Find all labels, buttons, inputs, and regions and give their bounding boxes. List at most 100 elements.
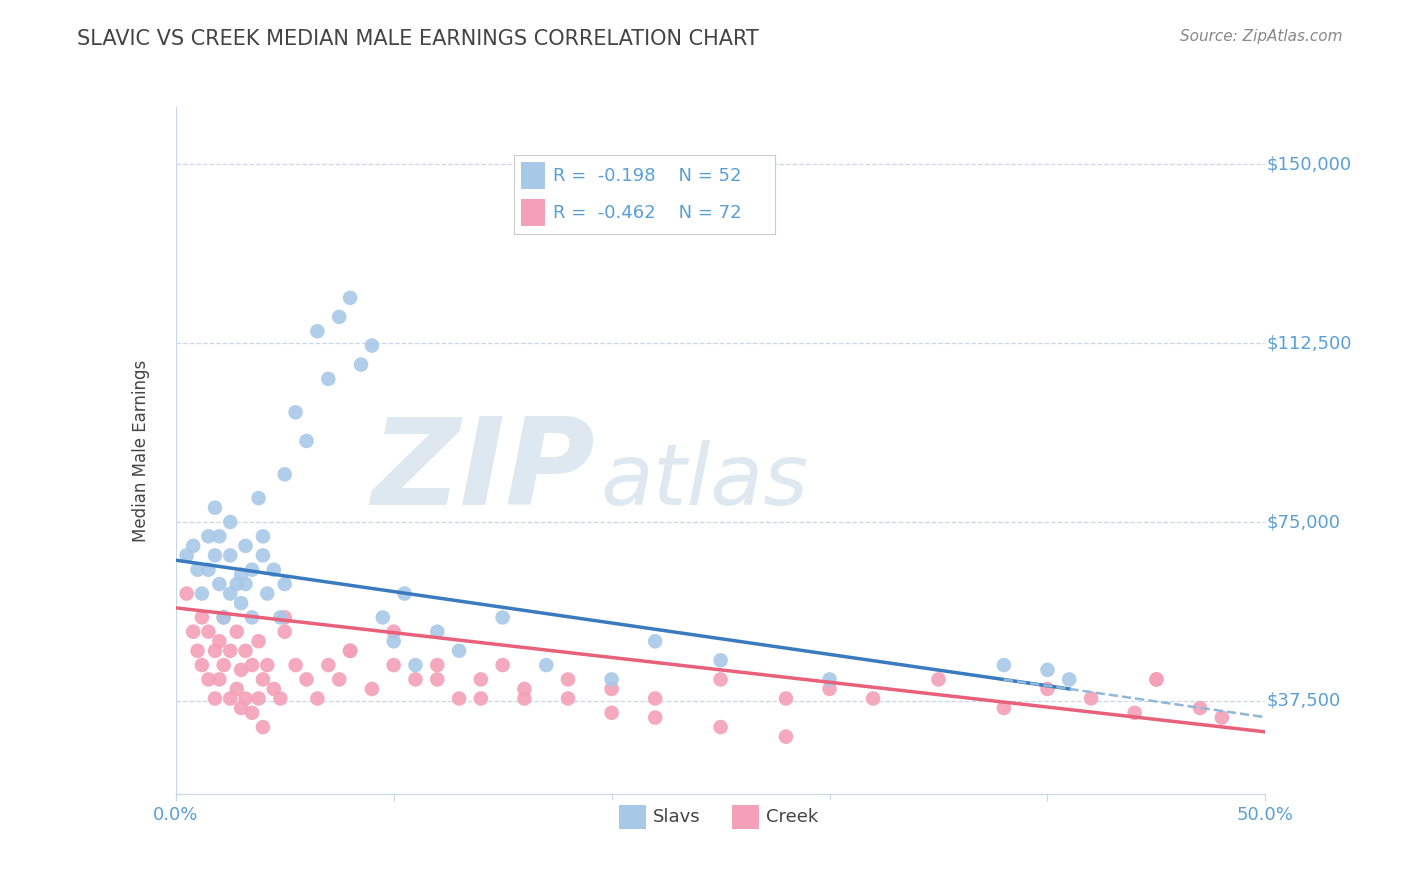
Point <box>513 681 536 696</box>
Point <box>534 658 557 673</box>
Text: $112,500: $112,500 <box>1267 334 1353 352</box>
Text: ZIP: ZIP <box>371 413 595 530</box>
Point <box>235 539 257 553</box>
Point <box>274 610 297 624</box>
Point <box>1144 673 1167 687</box>
Point <box>231 567 253 582</box>
Point <box>426 673 449 687</box>
Point <box>557 673 579 687</box>
Point <box>191 610 214 624</box>
Point <box>225 624 247 639</box>
Point <box>307 324 329 338</box>
Text: $75,000: $75,000 <box>1267 513 1340 531</box>
Point <box>208 634 231 648</box>
Point <box>328 310 350 324</box>
Point <box>710 720 733 734</box>
Point <box>274 624 297 639</box>
Point <box>269 610 291 624</box>
Point <box>295 673 318 687</box>
Point <box>240 563 263 577</box>
Point <box>1123 706 1146 720</box>
Text: SLAVIC VS CREEK MEDIAN MALE EARNINGS CORRELATION CHART: SLAVIC VS CREEK MEDIAN MALE EARNINGS COR… <box>77 29 759 49</box>
Point <box>235 691 257 706</box>
Point <box>1211 710 1233 724</box>
Point <box>219 644 242 658</box>
Point <box>307 691 329 706</box>
Point <box>710 673 733 687</box>
Point <box>426 658 449 673</box>
Point <box>252 529 274 543</box>
Point <box>405 658 427 673</box>
Point <box>269 691 291 706</box>
Point <box>1036 681 1059 696</box>
Point <box>350 358 373 372</box>
Point <box>644 634 666 648</box>
Point <box>447 644 470 658</box>
Point <box>240 658 263 673</box>
Point <box>600 673 623 687</box>
Point <box>600 681 623 696</box>
Text: R =  -0.198    N = 52: R = -0.198 N = 52 <box>553 167 741 185</box>
Text: Median Male Earnings: Median Male Earnings <box>132 359 150 541</box>
Point <box>928 673 950 687</box>
Point <box>447 691 470 706</box>
Point <box>263 563 285 577</box>
Point <box>256 658 278 673</box>
Point <box>219 549 242 563</box>
Point <box>235 577 257 591</box>
Point <box>710 653 733 667</box>
Point <box>197 624 219 639</box>
Point <box>371 610 394 624</box>
Point <box>360 338 382 352</box>
Point <box>382 658 405 673</box>
Point <box>225 577 247 591</box>
Point <box>252 549 274 563</box>
FancyBboxPatch shape <box>522 162 546 189</box>
Point <box>208 577 231 591</box>
Point <box>181 624 204 639</box>
Point <box>212 610 235 624</box>
Point <box>197 529 219 543</box>
Point <box>644 710 666 724</box>
Point <box>470 673 492 687</box>
Point <box>295 434 318 448</box>
Point <box>186 644 209 658</box>
Point <box>231 701 253 715</box>
Text: Source: ZipAtlas.com: Source: ZipAtlas.com <box>1180 29 1343 45</box>
Point <box>247 491 270 505</box>
Point <box>1057 673 1080 687</box>
Text: atlas: atlas <box>600 440 808 523</box>
Point <box>318 372 340 386</box>
Point <box>818 681 841 696</box>
Point <box>219 691 242 706</box>
Point <box>247 691 270 706</box>
Point <box>775 691 797 706</box>
Point <box>204 691 226 706</box>
Point <box>318 658 340 673</box>
Point <box>219 586 242 600</box>
Text: $37,500: $37,500 <box>1267 692 1341 710</box>
Point <box>191 658 214 673</box>
Point <box>557 691 579 706</box>
Point <box>204 549 226 563</box>
Text: Slavs: Slavs <box>652 808 700 826</box>
Point <box>513 691 536 706</box>
Point <box>284 658 307 673</box>
Point <box>231 663 253 677</box>
Text: R =  -0.462    N = 72: R = -0.462 N = 72 <box>553 203 741 222</box>
FancyBboxPatch shape <box>522 199 546 227</box>
Point <box>252 720 274 734</box>
Point <box>394 586 416 600</box>
Point <box>176 549 198 563</box>
Point <box>176 586 198 600</box>
Point <box>186 563 209 577</box>
Point <box>818 673 841 687</box>
Point <box>247 634 270 648</box>
Point <box>775 730 797 744</box>
Point <box>1144 673 1167 687</box>
Point <box>993 658 1015 673</box>
Point <box>426 624 449 639</box>
Point <box>240 610 263 624</box>
Point <box>204 644 226 658</box>
FancyBboxPatch shape <box>731 805 759 829</box>
